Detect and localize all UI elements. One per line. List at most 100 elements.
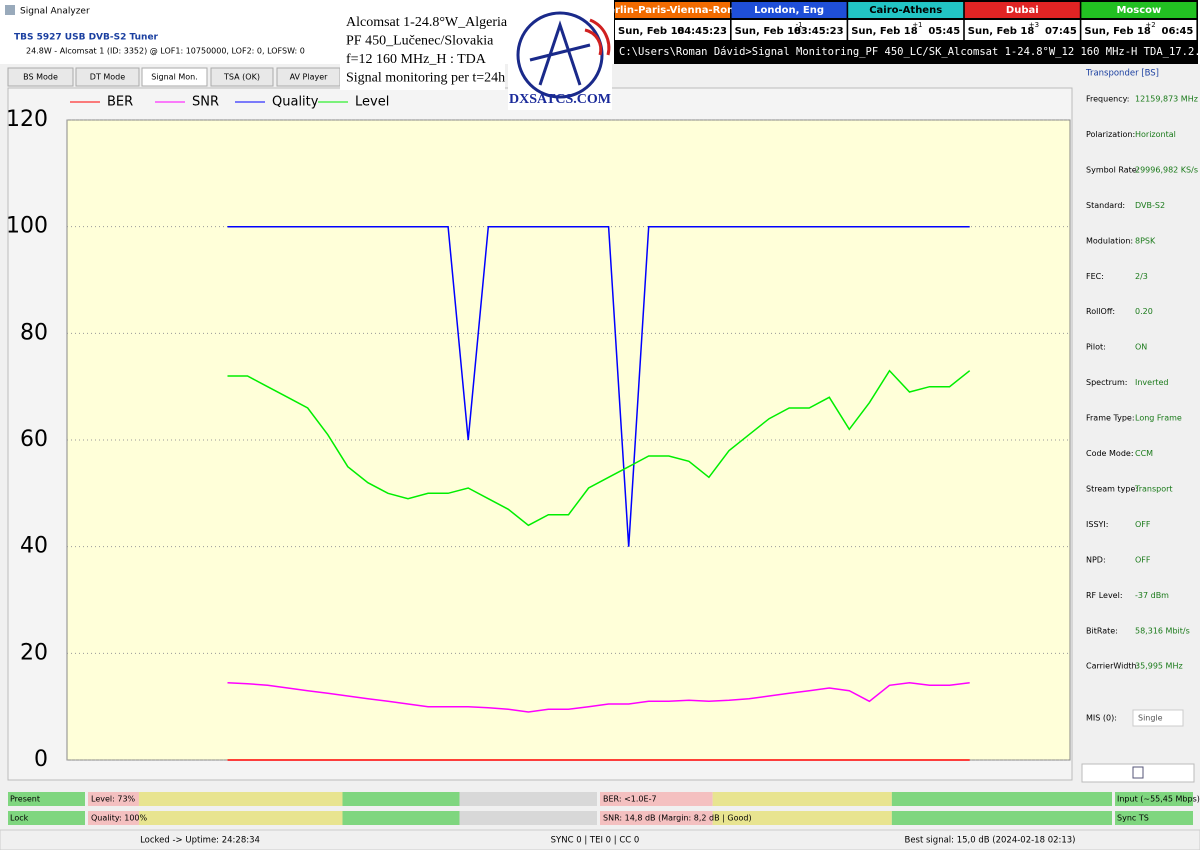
clock-time: 06:45 bbox=[1162, 26, 1194, 37]
clock-time: 07:45 bbox=[1045, 26, 1077, 37]
param-label: FEC: bbox=[1086, 272, 1104, 281]
tab[interactable] bbox=[210, 67, 274, 87]
overlay-line: Signal monitoring per t=24h bbox=[346, 71, 505, 86]
meter-segment bbox=[459, 811, 597, 825]
clock-city: Moscow bbox=[1116, 5, 1161, 16]
status-text: Quality: 100% bbox=[91, 814, 148, 823]
clock-offset: +1 bbox=[912, 21, 922, 29]
tab-label: Signal Mon. bbox=[151, 73, 198, 82]
param-value: Long Frame bbox=[1135, 414, 1182, 423]
clock-city: Berlin-Paris-Vienna-Roma bbox=[601, 5, 745, 16]
clock-header bbox=[615, 2, 730, 18]
mis-select[interactable] bbox=[1132, 709, 1184, 727]
param-value: CCM bbox=[1135, 449, 1153, 458]
clock-date: Sun, Feb 18 bbox=[851, 26, 918, 37]
y-tick-label: 100 bbox=[6, 214, 48, 239]
param-label: ISSYI: bbox=[1086, 520, 1108, 529]
param-value: 35,995 MHz bbox=[1135, 662, 1183, 671]
meter-segment bbox=[891, 792, 1112, 806]
clock-offset: +3 bbox=[1029, 21, 1039, 29]
clock-header bbox=[848, 2, 964, 18]
app-icon bbox=[5, 5, 15, 15]
param-value: ON bbox=[1135, 343, 1147, 352]
export-button[interactable] bbox=[1081, 763, 1195, 783]
console-text: C:\Users\Roman Dávid>Signal Monitoring_P… bbox=[619, 46, 1200, 58]
status-text: BER: <1.0E-7 bbox=[603, 795, 657, 804]
overlay-line: f=12 160 MHz_H : TDA bbox=[346, 52, 487, 67]
tuner-info: 24.8W - Alcomsat 1 (ID: 3352) @ LOF1: 10… bbox=[26, 47, 305, 56]
tab[interactable] bbox=[75, 67, 140, 87]
clock-body bbox=[1081, 20, 1197, 40]
y-tick-label: 0 bbox=[34, 747, 48, 772]
meter-segment bbox=[342, 792, 460, 806]
legend-label: BER bbox=[107, 95, 133, 110]
status-bottom: SYNC 0 | TEI 0 | CC 0 bbox=[551, 836, 640, 846]
clock-offset: -1 bbox=[796, 21, 803, 29]
clock-city: London, Eng bbox=[754, 5, 824, 16]
clock-city: Dubai bbox=[1006, 5, 1039, 16]
y-tick-label: 20 bbox=[20, 640, 48, 665]
param-label: RollOff: bbox=[1086, 307, 1115, 316]
meter-segment bbox=[459, 792, 597, 806]
status-text: Input (~55,45 Mbps) bbox=[1117, 795, 1200, 804]
param-label: CarrierWidth: bbox=[1086, 662, 1139, 671]
param-value: 58,316 Mbit/s bbox=[1135, 626, 1190, 635]
logo-circle bbox=[516, 11, 604, 99]
y-tick-label: 60 bbox=[20, 427, 48, 452]
meter-segment bbox=[712, 811, 892, 825]
param-label: Spectrum: bbox=[1086, 378, 1127, 387]
status-bottom: Best signal: 15,0 dB (2024-02-18 02:13) bbox=[904, 836, 1075, 846]
status-text: Lock bbox=[10, 814, 29, 823]
tab[interactable] bbox=[141, 67, 208, 87]
status-bottom: Locked -> Uptime: 24:28:34 bbox=[140, 836, 260, 846]
clock-header bbox=[731, 2, 847, 18]
param-value: OFF bbox=[1135, 520, 1151, 529]
logo-dish bbox=[529, 20, 591, 86]
overlay-box bbox=[340, 10, 505, 90]
param-value: 2/3 bbox=[1135, 272, 1148, 281]
param-value: DVB-S2 bbox=[1135, 201, 1165, 210]
clock-header bbox=[964, 2, 1080, 18]
meter-segment bbox=[8, 792, 85, 806]
overlay-line: PF 450_Lučenec/Slovakia bbox=[346, 34, 494, 49]
tab-label: DT Mode bbox=[90, 73, 125, 82]
param-value: OFF bbox=[1135, 555, 1151, 564]
meter-segment bbox=[88, 792, 139, 806]
bottom-bar bbox=[0, 829, 1200, 850]
meter-segment bbox=[138, 792, 343, 806]
param-label: Symbol Rate: bbox=[1086, 165, 1139, 174]
param-label: Modulation: bbox=[1086, 236, 1133, 245]
meter-segment bbox=[342, 811, 460, 825]
clock-date: Sun, Feb 18 bbox=[618, 26, 685, 37]
param-label: Polarization: bbox=[1086, 130, 1135, 139]
status-text: Level: 73% bbox=[91, 795, 136, 804]
param-label: Stream type: bbox=[1086, 484, 1138, 493]
meter-segment bbox=[1115, 811, 1193, 825]
clock-body bbox=[964, 20, 1080, 40]
logo-waves bbox=[584, 18, 611, 56]
param-label: Pilot: bbox=[1086, 343, 1106, 352]
tab[interactable] bbox=[7, 67, 74, 87]
tab-label: TSA (OK) bbox=[223, 73, 260, 82]
series-line bbox=[227, 681, 970, 713]
overlay-line: Alcomsat 1-24.8°W_Algeria bbox=[346, 15, 508, 30]
param-value: Horizontal bbox=[1135, 130, 1176, 139]
logo-text: DXSATCS.COM bbox=[509, 92, 611, 107]
param-label: Frame Type: bbox=[1086, 414, 1135, 423]
status-text: SNR: 14,8 dB (Margin: 8,2 dB | Good) bbox=[603, 814, 752, 823]
param-value: -37 dBm bbox=[1135, 591, 1169, 600]
param-label: NPD: bbox=[1086, 555, 1106, 564]
param-label: Code Mode: bbox=[1086, 449, 1134, 458]
clock-header bbox=[1081, 2, 1197, 18]
tuner-name: TBS 5927 USB DVB-S2 Tuner bbox=[14, 33, 159, 43]
button-icon bbox=[1132, 766, 1144, 779]
y-tick-label: 40 bbox=[20, 534, 48, 559]
legend-label: Level bbox=[355, 95, 389, 110]
clock-body bbox=[848, 20, 964, 40]
tab-label: BS Mode bbox=[23, 73, 58, 82]
clock-time: 04:45:23 bbox=[677, 26, 727, 37]
param-value: 8PSK bbox=[1135, 236, 1156, 245]
clock-body bbox=[731, 20, 847, 40]
status-text: Present bbox=[10, 795, 40, 804]
clock-body bbox=[615, 20, 730, 40]
